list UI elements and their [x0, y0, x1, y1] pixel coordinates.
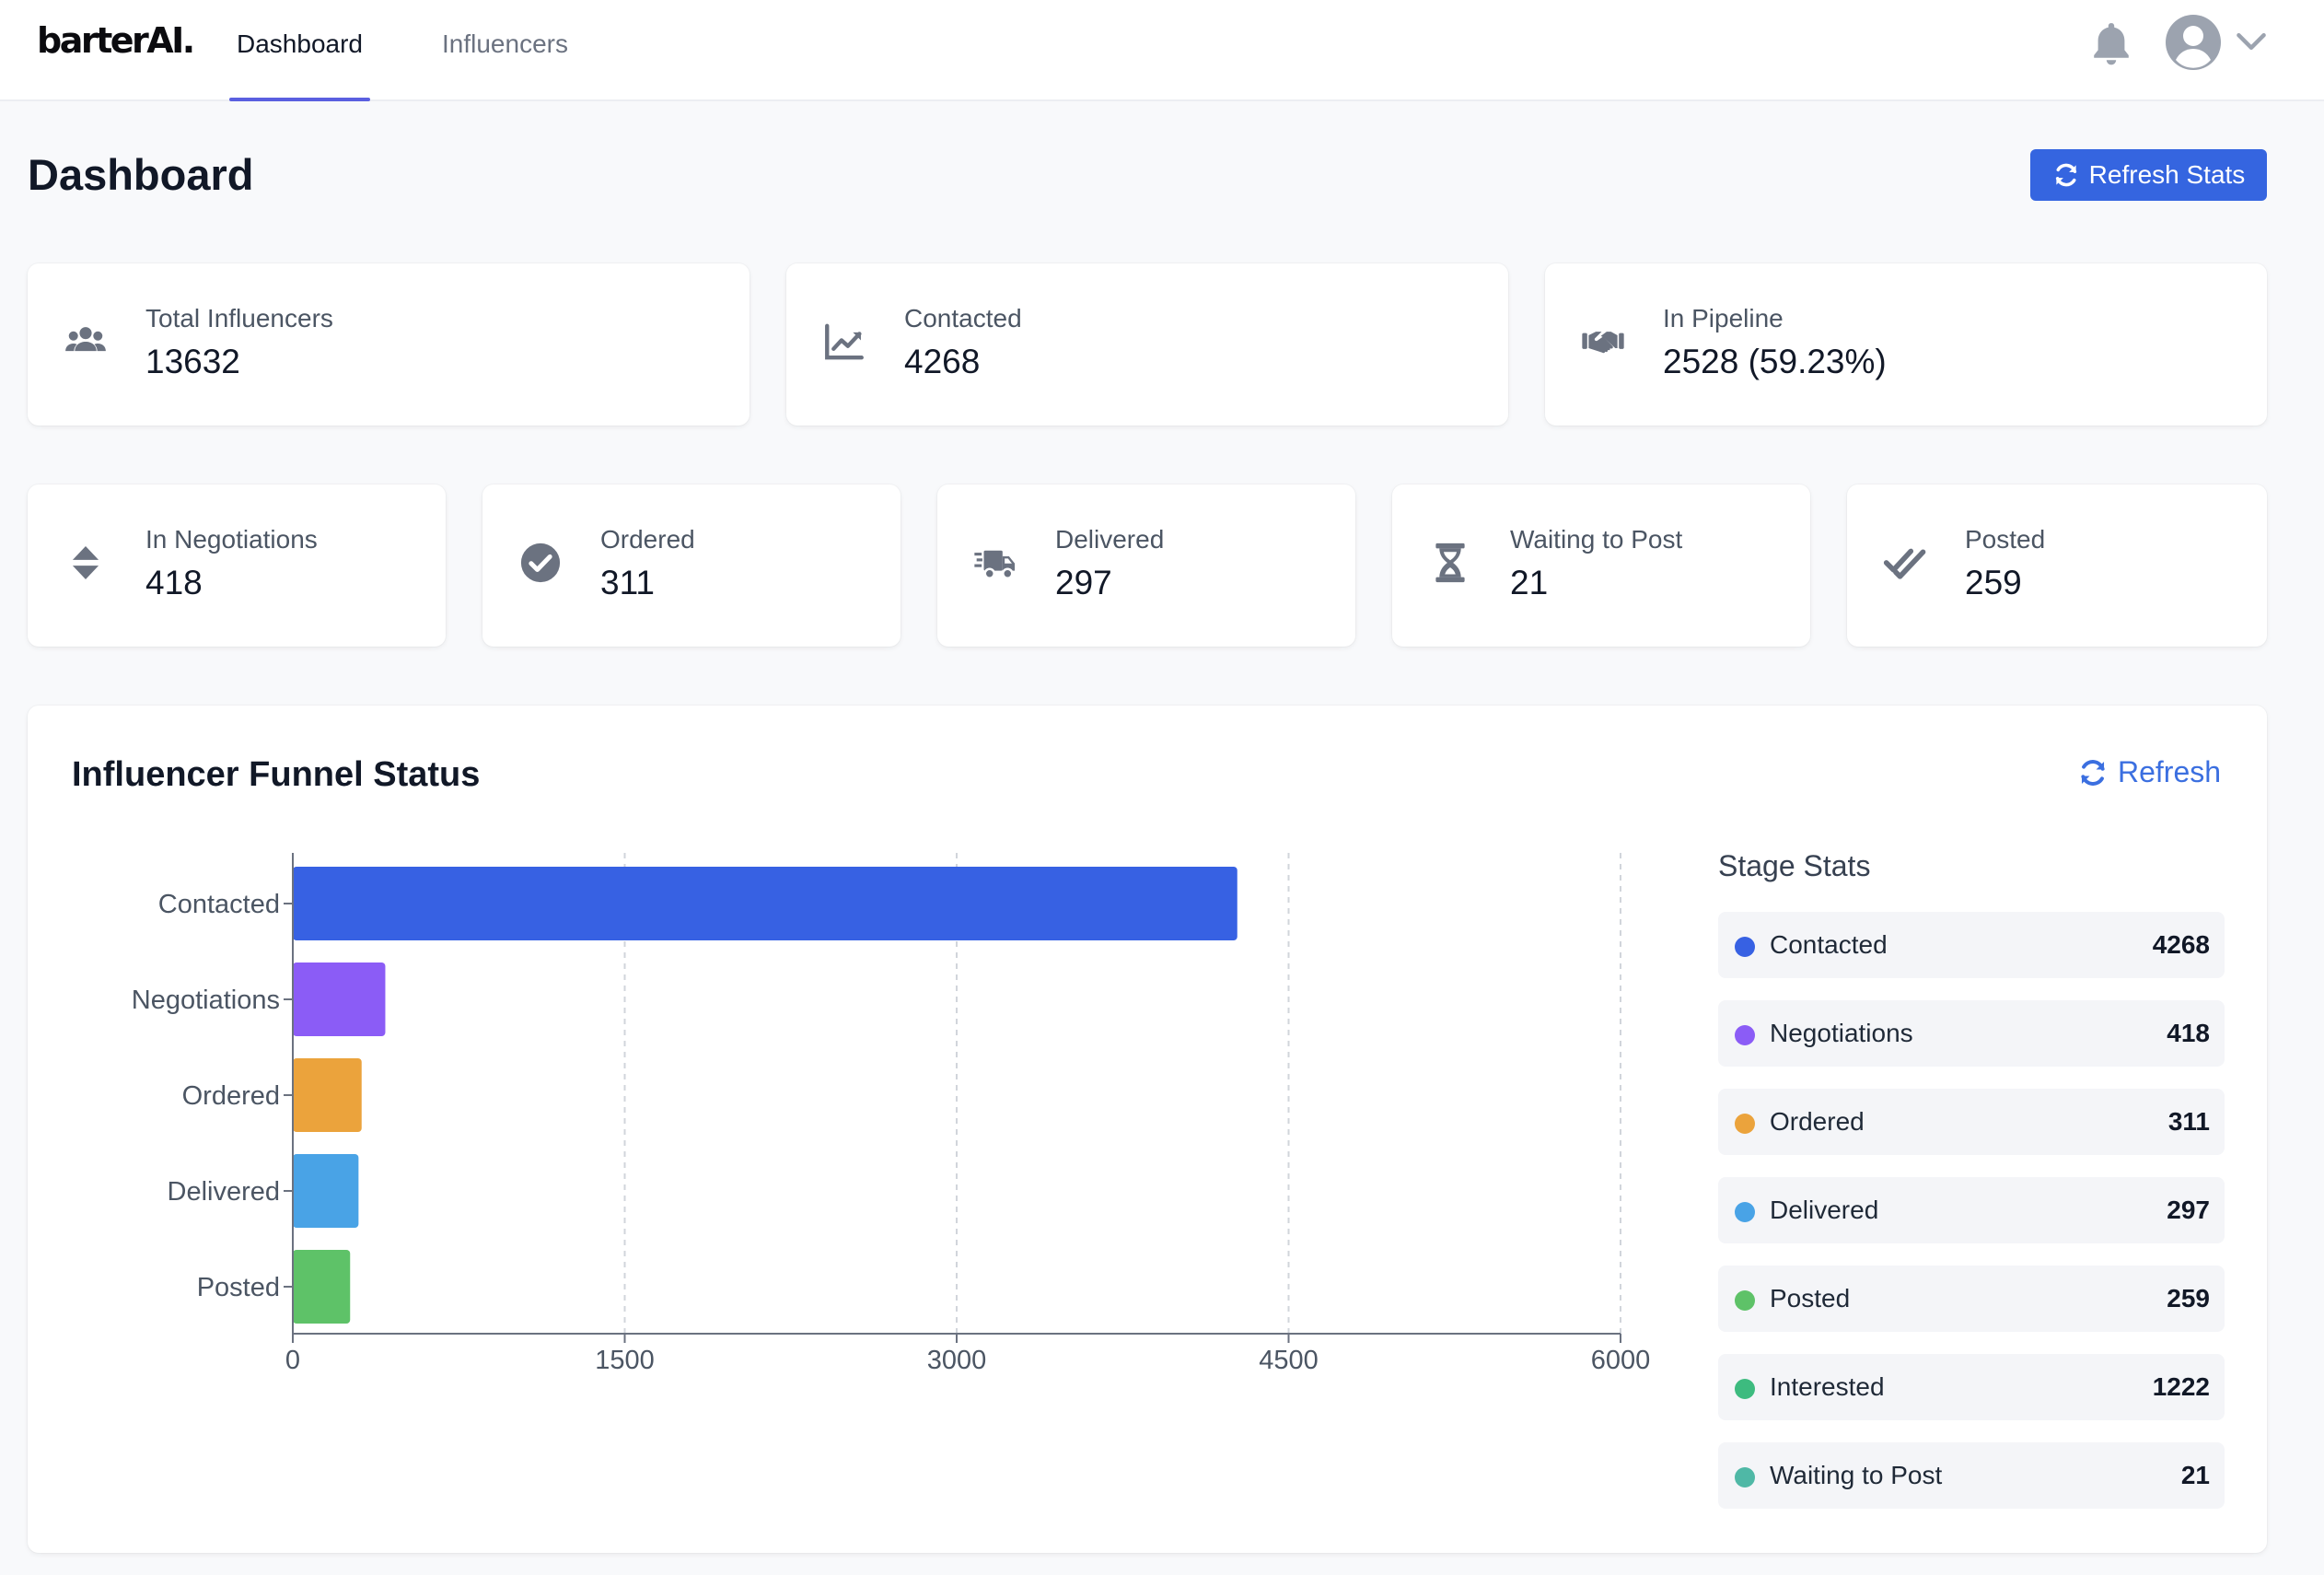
- y-tick-label: Posted: [197, 1273, 280, 1302]
- stage-color-dot: [1735, 1379, 1755, 1399]
- refresh-icon: [2055, 163, 2076, 187]
- funnel-bar-chart: Contacted Negotiations Ordered Delivered Pos…: [132, 853, 1651, 1375]
- stage-name: Ordered: [1770, 1107, 1865, 1136]
- funnel-refresh-label: Refresh: [2118, 755, 2222, 788]
- x-tick-label: 4500: [1259, 1346, 1319, 1375]
- chart-bar: [293, 1058, 362, 1132]
- stat-value: 4268: [904, 343, 981, 380]
- user-avatar-icon[interactable]: [2164, 13, 2223, 72]
- x-tick-label: 0: [285, 1346, 300, 1375]
- stage-stats-row: Contacted 4268: [1718, 912, 2225, 978]
- refresh-stats-label: Refresh Stats: [2088, 160, 2246, 189]
- stat-value: 418: [145, 564, 203, 601]
- stat-value: 13632: [145, 343, 240, 380]
- stat-label: In Negotiations: [145, 525, 318, 554]
- stage-name: Negotiations: [1770, 1019, 1913, 1047]
- stage-color-dot: [1735, 1202, 1755, 1222]
- x-tick-label: 3000: [927, 1346, 987, 1375]
- stage-name: Waiting to Post: [1770, 1461, 1943, 1489]
- chart-line-icon: [825, 323, 864, 360]
- stage-color-dot: [1735, 1467, 1755, 1488]
- stat-value: 297: [1055, 564, 1112, 601]
- tab-dashboard[interactable]: Dashboard: [229, 0, 370, 101]
- page-title: Dashboard: [28, 150, 254, 199]
- top-navbar: barterAI. Dashboard Influencers: [0, 0, 2324, 101]
- stage-value: 297: [2167, 1196, 2210, 1224]
- y-tick-label: Delivered: [168, 1177, 281, 1207]
- stat-value: 21: [1510, 564, 1549, 601]
- y-tick-label: Negotiations: [132, 986, 280, 1015]
- stage-value: 4268: [2152, 930, 2210, 959]
- stage-stats-title: Stage Stats: [1718, 849, 1871, 882]
- stage-name: Interested: [1770, 1372, 1885, 1401]
- stage-stats-row: Posted 259: [1718, 1266, 2225, 1332]
- handshake-icon: [1582, 332, 1624, 354]
- sort-icon: [72, 546, 99, 579]
- stat-card-delivered: Delivered 297: [937, 484, 1355, 647]
- double-check-icon: [1883, 548, 1926, 579]
- stage-value: 259: [2167, 1284, 2210, 1312]
- funnel-card: Influencer Funnel Status Refresh Contact…: [28, 706, 2267, 1553]
- stat-label: Total Influencers: [145, 304, 333, 332]
- stage-stats-row: Delivered 297: [1718, 1177, 2225, 1243]
- x-tick-label: 6000: [1591, 1346, 1651, 1375]
- stage-name: Posted: [1770, 1284, 1851, 1312]
- stat-value: 311: [600, 564, 655, 601]
- stat-card-contacted: Contacted 4268: [786, 263, 1508, 426]
- stage-value: 1222: [2152, 1372, 2210, 1401]
- stat-card-in-negotiations: In Negotiations 418: [28, 484, 446, 647]
- y-tick-label: Contacted: [158, 890, 280, 919]
- stat-card-in-pipeline: In Pipeline 2528 (59.23%): [1545, 263, 2267, 426]
- refresh-icon: [2081, 759, 2105, 786]
- stage-color-dot: [1735, 1025, 1755, 1045]
- stat-card-posted: Posted 259: [1847, 484, 2267, 647]
- stat-label: In Pipeline: [1663, 304, 1784, 332]
- stage-name: Contacted: [1770, 930, 1888, 959]
- chart-bar: [293, 962, 386, 1036]
- stage-value: 21: [2180, 1461, 2210, 1489]
- funnel-refresh-button[interactable]: Refresh: [2077, 755, 2221, 789]
- stage-name: Delivered: [1770, 1196, 1879, 1224]
- y-tick-label: Ordered: [182, 1081, 280, 1111]
- stat-label: Ordered: [600, 525, 695, 554]
- funnel-title: Influencer Funnel Status: [72, 755, 481, 794]
- truck-icon: [974, 550, 1016, 579]
- stage-stats-row: Ordered 311: [1718, 1089, 2225, 1155]
- stat-label: Delivered: [1055, 525, 1165, 554]
- brand-logo[interactable]: barterAI.: [37, 20, 195, 61]
- stage-value: 418: [2167, 1019, 2210, 1047]
- stage-stats-row: Interested 1222: [1718, 1354, 2225, 1420]
- users-icon: [65, 327, 106, 352]
- stat-value: 259: [1965, 564, 2022, 601]
- chevron-down-icon[interactable]: [2236, 29, 2267, 53]
- stage-color-dot: [1735, 1290, 1755, 1311]
- chart-bar: [293, 1250, 351, 1324]
- stat-card-waiting-to-post: Waiting to Post 21: [1392, 484, 1810, 647]
- stage-stats-row: Negotiations 418: [1718, 1000, 2225, 1067]
- check-circle-icon: [520, 542, 561, 583]
- stat-label: Waiting to Post: [1510, 525, 1683, 554]
- x-tick-label: 1500: [595, 1346, 655, 1375]
- hourglass-icon: [1435, 542, 1465, 583]
- stat-card-total-influencers: Total Influencers 13632: [28, 263, 749, 426]
- tab-influencers[interactable]: Influencers: [442, 29, 568, 58]
- chart-bar: [293, 867, 1238, 940]
- stat-card-ordered: Ordered 311: [482, 484, 901, 647]
- stat-label: Posted: [1965, 525, 2046, 554]
- stage-color-dot: [1735, 937, 1755, 957]
- stage-color-dot: [1735, 1114, 1755, 1134]
- bell-icon[interactable]: [2088, 20, 2134, 68]
- refresh-stats-button[interactable]: Refresh Stats: [2030, 149, 2267, 201]
- stat-label: Contacted: [904, 304, 1022, 332]
- stat-value: 2528 (59.23%): [1663, 343, 1887, 380]
- stage-stats-row: Waiting to Post 21: [1718, 1442, 2225, 1509]
- stage-value: 311: [2167, 1107, 2210, 1136]
- chart-bar: [293, 1154, 359, 1228]
